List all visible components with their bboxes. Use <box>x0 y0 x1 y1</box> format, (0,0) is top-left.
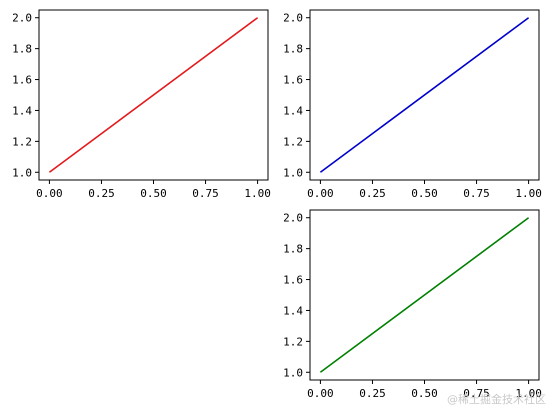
x-tick-label: 1.00 <box>515 187 542 200</box>
x-tick-label: 0.25 <box>88 187 115 200</box>
y-tick-label: 1.6 <box>283 274 303 287</box>
x-tick-label: 1.00 <box>244 187 271 200</box>
subplot-2: 0.00 0.25 0.50 0.75 1.00 1.0 1.2 1.4 1.6 1.8 2.0 <box>283 9 542 200</box>
x-tick-label: 0.75 <box>463 387 490 400</box>
x-tick-label: 0.00 <box>36 187 63 200</box>
y-tick-label: 1.0 <box>283 366 303 379</box>
subplot-1: 0.00 0.25 0.50 0.75 1.00 1.0 1.2 1.4 1.6 1.8 2.0 <box>12 9 271 200</box>
y-tick-label: 1.6 <box>12 74 32 87</box>
y-tick-label: 1.0 <box>12 166 32 179</box>
y-tick-label: 1.4 <box>283 304 303 317</box>
x-tick-label: 0.00 <box>307 187 334 200</box>
x-tick-label: 0.50 <box>140 187 167 200</box>
y-tick-label: 1.2 <box>283 135 303 148</box>
y-tick-label: 1.8 <box>283 243 303 256</box>
y-tick-label: 1.6 <box>283 74 303 87</box>
subplot-3: 0.00 0.25 0.50 0.75 1.00 1.0 1.2 1.4 1.6 1.8 2.0 <box>283 209 542 400</box>
x-tick-label: 0.50 <box>411 187 438 200</box>
y-tick-label: 1.2 <box>283 335 303 348</box>
x-tick-label: 0.75 <box>463 187 490 200</box>
series-line-1 <box>48 17 259 173</box>
x-tick-label: 0.50 <box>411 387 438 400</box>
y-tick-label: 1.8 <box>12 43 32 56</box>
series-line-1 <box>319 17 530 173</box>
watermark: @稀土掘金技术社区 <box>447 393 546 406</box>
y-tick-label: 1.4 <box>12 104 32 117</box>
x-tick-label: 0.25 <box>359 187 386 200</box>
x-tick-label: 1.00 <box>515 387 542 400</box>
x-tick-label: 0.25 <box>359 387 386 400</box>
y-tick-label: 2.0 <box>283 12 303 25</box>
series-line-1 <box>319 217 530 373</box>
y-tick-label: 1.0 <box>283 166 303 179</box>
y-tick-label: 1.2 <box>12 135 32 148</box>
x-tick-label: 0.75 <box>192 187 219 200</box>
y-tick-label: 1.4 <box>283 104 303 117</box>
y-tick-label: 1.8 <box>283 43 303 56</box>
y-tick-label: 2.0 <box>283 212 303 225</box>
x-tick-label: 0.00 <box>307 387 334 400</box>
y-tick-label: 2.0 <box>12 12 32 25</box>
